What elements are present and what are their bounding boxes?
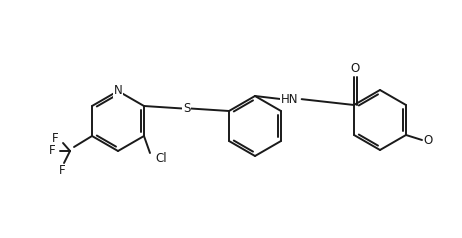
Text: S: S: [183, 102, 190, 115]
Text: HN: HN: [281, 93, 298, 106]
Text: O: O: [423, 134, 432, 147]
Text: Cl: Cl: [155, 152, 167, 164]
Text: O: O: [350, 63, 359, 75]
Text: N: N: [114, 84, 122, 98]
Text: F: F: [52, 133, 58, 145]
Text: F: F: [49, 144, 55, 158]
Text: F: F: [59, 164, 65, 178]
